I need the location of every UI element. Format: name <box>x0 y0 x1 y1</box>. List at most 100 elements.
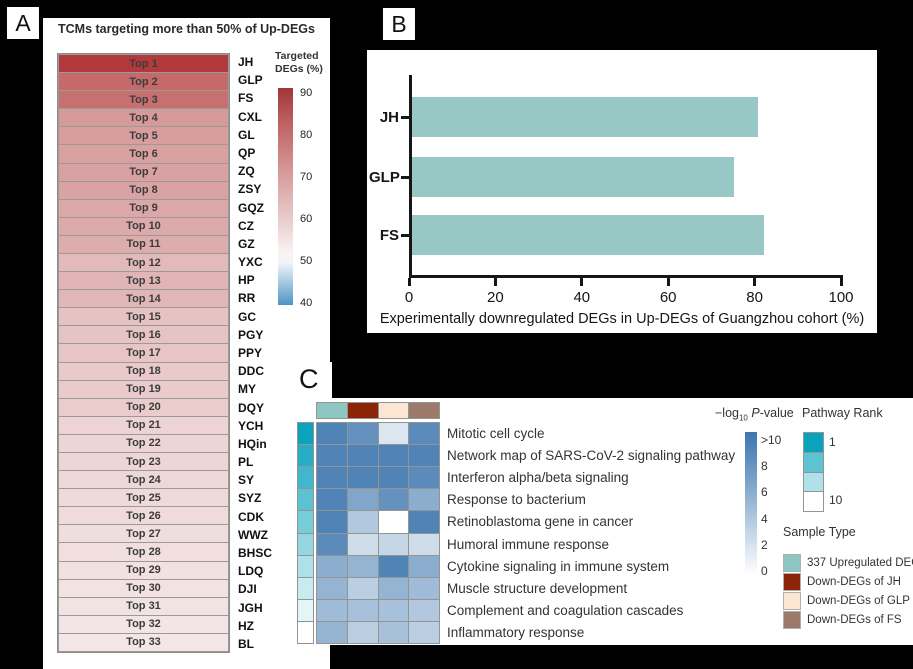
tcm-rank-cell: Top 26 <box>59 507 228 525</box>
heatmap-cell <box>409 423 439 445</box>
tcm-name-label: QP <box>238 145 256 160</box>
x-tick-label: 40 <box>573 289 591 306</box>
tcm-rank-cell: Top 23 <box>59 453 228 471</box>
sample-type-legend-title: Sample Type <box>783 525 856 539</box>
heatmap-cell <box>347 423 378 445</box>
pathway-label: Cytokine signaling in immune system <box>447 558 670 574</box>
heatmap-cell <box>378 533 409 555</box>
rank-cell <box>298 599 313 621</box>
x-tick-mark <box>666 278 670 286</box>
tcm-name-label: SY <box>238 473 255 488</box>
sample-legend-swatch <box>783 573 801 591</box>
heatmap-cell <box>347 621 378 643</box>
x-axis-title: Experimentally downregulated DEGs in Up-… <box>379 311 865 327</box>
sample-legend-label: Down-DEGs of FS <box>807 614 902 626</box>
heatmap-cell <box>317 445 347 467</box>
tcm-rank-cell: Top 16 <box>59 326 228 344</box>
heatmap-cell <box>378 467 409 489</box>
x-tick-mark <box>753 278 757 286</box>
tcm-name-label: CXL <box>238 109 262 124</box>
heatmap-cell <box>378 423 409 445</box>
heatmap-cell <box>347 555 378 577</box>
x-tick-label: 60 <box>659 289 677 306</box>
heatmap-cell <box>378 599 409 621</box>
pathway-label: Complement and coagulation cascades <box>447 603 684 619</box>
tcm-name-label: DDC <box>238 364 264 379</box>
pvalue-title-italic: P <box>751 406 760 420</box>
pvalue-tick-label: 2 <box>761 537 768 552</box>
x-tick-label: 20 <box>487 289 504 306</box>
heatmap-cell <box>378 621 409 643</box>
tcm-name-label: JGH <box>238 600 263 615</box>
pvalue-title-suffix: -value <box>759 406 794 420</box>
tcm-rank-cell: Top 12 <box>59 254 228 272</box>
panel-a-label: A <box>7 7 39 39</box>
heatmap-cell <box>347 445 378 467</box>
pvalue-tick-label: 6 <box>761 485 768 500</box>
rank-legend-cells <box>803 432 824 512</box>
pvalue-tick-label: 0 <box>761 564 768 578</box>
tcm-rank-table: Top 1 Top 2 Top 3 Top 4 Top 5 Top 6 Top 7 Top 8… <box>57 53 230 653</box>
x-tick-mark <box>407 278 411 286</box>
pvalue-legend-title: −log10 P-value <box>715 406 794 423</box>
tcm-rank-cell: Top 27 <box>59 525 228 543</box>
bar-fs <box>412 215 765 255</box>
rank-cell <box>298 577 313 599</box>
tcm-name-label: DJI <box>238 582 257 597</box>
colorbar-tick-label: 60 <box>300 213 313 225</box>
pathway-labels: Mitotic cell cycle Network map of SARS-Co… <box>447 422 757 644</box>
heatmap-cell <box>378 445 409 467</box>
x-tick-mark <box>839 278 843 286</box>
tcm-name-label: SYZ <box>238 491 262 506</box>
heatmap-cell <box>347 599 378 621</box>
rank-legend-cell <box>804 433 823 452</box>
heatmap-cell <box>378 511 409 533</box>
tcm-rank-cell: Top 33 <box>59 633 228 651</box>
x-tick-label: 0 <box>404 289 414 306</box>
colorbar-tick-label: 40 <box>300 297 313 309</box>
pathway-label: Mitotic cell cycle <box>447 425 545 441</box>
heatmap-cell <box>409 445 439 467</box>
colorbar-title-line2: DEGs (%) <box>275 63 323 76</box>
colorbar-gradient <box>278 88 293 305</box>
colorbar-title-line1: Targeted <box>275 50 319 62</box>
tcm-name-label: YCH <box>238 418 264 433</box>
bar-glp <box>412 157 734 197</box>
tcm-rank-cell: Top 18 <box>59 362 228 380</box>
tcm-rank-cell: Top 1 <box>59 55 228 73</box>
heatmap-cell <box>409 467 439 489</box>
heatmap-cell <box>347 577 378 599</box>
pathway-label: Interferon alpha/beta signaling <box>447 469 629 485</box>
tcm-rank-cell: Top 19 <box>59 380 228 398</box>
tcm-name-label: GLP <box>238 73 263 88</box>
rank-legend-cell <box>804 452 823 472</box>
tcm-rank-cell: Top 25 <box>59 489 228 507</box>
panel-c-label: C <box>299 364 319 394</box>
tcm-rank-cell: Top 6 <box>59 145 228 163</box>
colorbar-tick-label: 70 <box>300 171 313 183</box>
sample-legend-label: 337 Upregulated DEGs <box>807 557 913 569</box>
sample-legend-label: Down-DEGs of JH <box>807 576 901 588</box>
tcm-name-label: YXC <box>238 255 263 270</box>
heatmap-cell <box>409 599 439 621</box>
tcm-rank-cell: Top 7 <box>59 163 228 181</box>
pvalue-colorbar <box>745 432 757 575</box>
tcm-name-label: WWZ <box>238 527 268 542</box>
sample-type-header-cell <box>347 403 378 418</box>
tcm-rank-cell: Top 11 <box>59 235 228 253</box>
tcm-rank-cell: Top 5 <box>59 127 228 145</box>
x-tick-label: 80 <box>746 289 763 306</box>
tcm-rank-cell: Top 3 <box>59 91 228 109</box>
heatmap-cell <box>378 489 409 511</box>
rank-cell <box>298 445 313 467</box>
rank-legend-top-label: 1 <box>829 435 836 449</box>
y-tick-mark <box>401 115 409 119</box>
tcm-rank-cell: Top 29 <box>59 561 228 579</box>
heatmap-cell <box>347 511 378 533</box>
tcm-name-label: BHSC <box>238 545 273 560</box>
sample-type-header-cell <box>317 403 347 418</box>
heatmap-cell <box>409 511 439 533</box>
sample-type-header-cell <box>409 403 439 418</box>
panel-b: JH GLP FS 0 20 40 60 80 100 Experimentally down… <box>367 50 877 333</box>
x-tick-mark <box>493 278 497 286</box>
